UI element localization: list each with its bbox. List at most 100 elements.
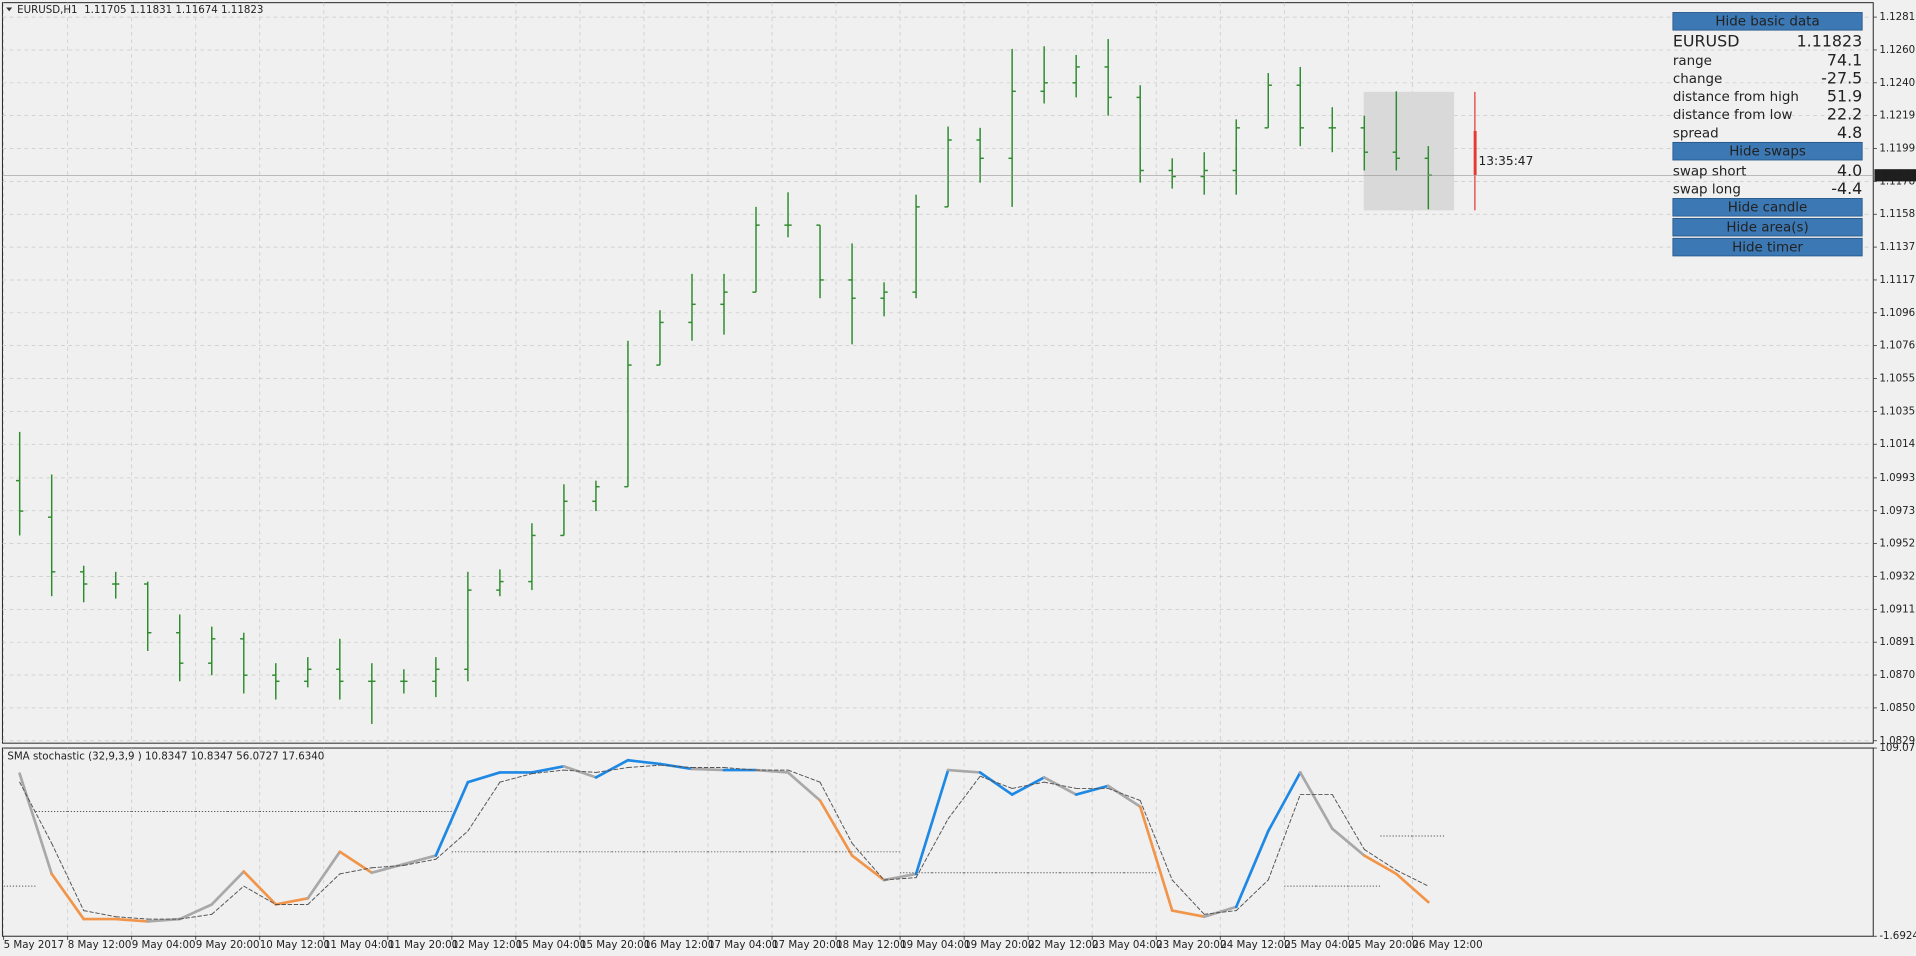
main-line-segment xyxy=(1330,827,1366,857)
main-line-segment xyxy=(114,917,150,923)
y-tick-label: 1.09525 xyxy=(1879,538,1916,550)
current-price-tag xyxy=(1874,169,1916,182)
main-line-segment xyxy=(530,765,566,774)
main-line-segment xyxy=(850,854,886,882)
signal-line-segment xyxy=(243,885,277,905)
y-tick-label: 1.08500 xyxy=(1879,702,1916,714)
main-line-segment xyxy=(786,771,822,802)
toggle-button[interactable] xyxy=(1672,12,1863,31)
signal-line-segment xyxy=(499,773,533,783)
x-tick-label: 8 May 12:00 xyxy=(68,939,132,951)
signal-line-segment xyxy=(1203,910,1237,915)
signal-line-segment xyxy=(435,830,469,860)
main-line-segment xyxy=(1298,771,1334,831)
x-tick-label: 19 May 20:00 xyxy=(964,939,1034,951)
x-tick-label: 25 May 20:00 xyxy=(1348,939,1418,951)
signal-line-segment xyxy=(83,910,117,918)
signal-line-segment xyxy=(467,781,501,832)
toggle-button[interactable] xyxy=(1672,237,1863,257)
toggle-button[interactable] xyxy=(1672,141,1863,161)
main-line-segment xyxy=(242,870,278,906)
main-line-segment xyxy=(1106,784,1142,808)
signal-line-segment xyxy=(179,913,213,920)
indicator-title: SMA stochastic (32,9,3,9 ) 10.8347 10.83… xyxy=(7,751,324,763)
x-tick-label: 15 May 20:00 xyxy=(580,939,650,951)
toggle-button[interactable] xyxy=(1672,198,1863,217)
menu-arrow xyxy=(6,7,13,12)
x-tick-label: 11 May 20:00 xyxy=(388,939,458,951)
info-value: 1.11823 xyxy=(1797,32,1863,51)
info-value: 74.1 xyxy=(1827,50,1862,69)
y-tick-label: 1.12195 xyxy=(1879,110,1916,122)
y-tick-label: 1.09320 xyxy=(1879,570,1916,582)
chart-title: EURUSD,H1 1.11705 1.11831 1.11674 1.1182… xyxy=(17,4,263,16)
y-tick-label: 1.11990 xyxy=(1879,143,1916,155)
info-value: 51.9 xyxy=(1827,87,1862,106)
main-line-segment xyxy=(946,768,982,774)
y-tick-label: 1.09115 xyxy=(1879,603,1916,615)
main-line-segment xyxy=(818,799,854,857)
highlight-area xyxy=(1363,91,1455,211)
signal-line-segment xyxy=(115,916,149,920)
main-line-segment xyxy=(1138,805,1174,912)
info-label: distance from low xyxy=(1673,108,1793,123)
price-panel xyxy=(1,2,1874,744)
signal-line-segment xyxy=(19,781,53,844)
signal-line-segment xyxy=(1395,869,1429,887)
signal-line-segment xyxy=(1267,794,1301,881)
signal-line-segment xyxy=(851,842,885,881)
toggle-button-label[interactable]: Hide timer xyxy=(1732,240,1803,255)
y-tick-label: 1.11580 xyxy=(1879,208,1916,220)
toggle-button-label[interactable]: Hide swaps xyxy=(1729,144,1806,159)
main-line-segment xyxy=(690,767,726,772)
main-line-segment xyxy=(978,771,1014,796)
info-panel: Hide basic data EURUSD 1.11823 range 74.1 cha… xyxy=(1672,12,1863,257)
y-tick-label: 1.12400 xyxy=(1879,77,1916,89)
x-tick-label: 25 May 04:00 xyxy=(1284,939,1354,951)
x-tick-label: 23 May 04:00 xyxy=(1092,939,1162,951)
x-tick-label: 9 May 04:00 xyxy=(132,939,196,951)
plot xyxy=(2,39,1874,923)
x-tick-label: 16 May 12:00 xyxy=(644,939,714,951)
toggle-button[interactable] xyxy=(1672,217,1863,237)
signal-line-segment xyxy=(1011,781,1045,789)
x-tick-label: 17 May 20:00 xyxy=(772,939,842,951)
signal-line-segment xyxy=(979,775,1013,789)
main-line-segment xyxy=(754,768,790,774)
signal-line-segment xyxy=(563,769,597,773)
info-label: distance from high xyxy=(1673,90,1799,105)
signal-line-segment xyxy=(307,873,341,905)
main-line-segment xyxy=(466,771,502,784)
indicator-panel xyxy=(1,747,1874,937)
signal-line-segment xyxy=(595,767,629,773)
x-tick-label: 18 May 12:00 xyxy=(836,939,906,951)
signal-line-segment xyxy=(819,781,853,844)
signal-line-segment xyxy=(1235,879,1269,912)
main-line-segment xyxy=(306,850,342,900)
y-tick-label: 1.10145 xyxy=(1879,438,1916,450)
main-line-segment xyxy=(1170,909,1206,919)
main-line-segment xyxy=(1266,771,1302,833)
y-tick-label: 1.08910 xyxy=(1879,636,1916,648)
toggle-button-label[interactable]: Hide basic data xyxy=(1715,15,1819,30)
main-line-segment xyxy=(210,870,246,906)
y-tick-label: -1.6924 xyxy=(1879,930,1916,942)
main-line-segment xyxy=(562,765,598,779)
toggle-button-label[interactable]: Hide candle xyxy=(1728,201,1808,216)
main-line-segment xyxy=(178,903,214,921)
y-tick-label: 1.12810 xyxy=(1879,11,1916,23)
info-label: swap short xyxy=(1673,164,1747,179)
y-tick-label: 1.12605 xyxy=(1879,44,1916,56)
signal-line-segment xyxy=(883,877,917,881)
main-line-segment xyxy=(594,758,630,779)
main-line-segment xyxy=(50,872,86,921)
info-value: -27.5 xyxy=(1821,69,1862,88)
info-label: change xyxy=(1673,72,1722,87)
y-tick-label: 1.10350 xyxy=(1879,405,1916,417)
signal-line-segment xyxy=(1139,800,1173,881)
y-tick-label: 109.0736 xyxy=(1879,742,1916,754)
signal-line-segment xyxy=(627,764,661,769)
info-value: 4.8 xyxy=(1837,123,1862,142)
main-line-segment xyxy=(1010,776,1046,796)
toggle-button-label[interactable]: Hide area(s) xyxy=(1726,221,1808,236)
